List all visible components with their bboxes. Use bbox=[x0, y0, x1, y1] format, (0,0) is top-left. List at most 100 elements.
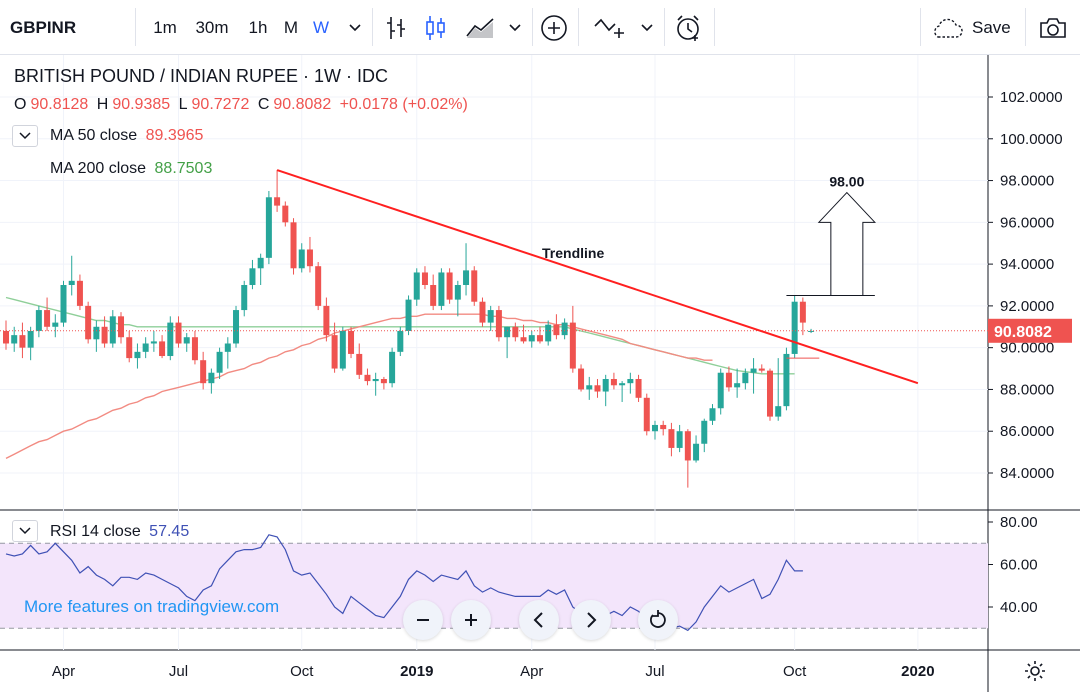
candle-body bbox=[315, 266, 322, 306]
candle bbox=[224, 337, 231, 369]
candle bbox=[175, 316, 182, 348]
candle-body bbox=[364, 374, 371, 382]
collapse-indicators-button[interactable] bbox=[12, 125, 38, 147]
candle bbox=[783, 347, 790, 411]
toolbar-divider bbox=[1025, 8, 1026, 46]
reset-chart-button[interactable] bbox=[638, 600, 678, 640]
interval-1m[interactable]: 1m bbox=[153, 17, 177, 37]
plus-circle-icon[interactable] bbox=[536, 0, 572, 55]
ma200-label: MA 200 close bbox=[50, 160, 147, 177]
candle bbox=[216, 347, 223, 379]
line-tool-icon[interactable] bbox=[588, 0, 632, 55]
watermark-link[interactable]: More features on tradingview.com bbox=[24, 597, 280, 616]
settings-button[interactable] bbox=[1020, 656, 1050, 686]
candle-body bbox=[463, 270, 470, 285]
candle-body bbox=[118, 316, 125, 338]
candle bbox=[520, 324, 527, 344]
chevron-down-icon[interactable] bbox=[502, 0, 528, 55]
candle bbox=[389, 347, 396, 388]
zoom-in-button[interactable] bbox=[451, 600, 491, 640]
interval-30m[interactable]: 30m bbox=[195, 17, 229, 37]
candle bbox=[635, 374, 642, 402]
symbol-search[interactable]: GBPINR bbox=[10, 17, 77, 37]
candle bbox=[339, 326, 346, 371]
candle-body bbox=[241, 285, 248, 311]
candle bbox=[446, 268, 453, 304]
interval-1h[interactable]: 1h bbox=[248, 17, 268, 37]
rsi-legend[interactable]: RSI 14 close 57.45 bbox=[50, 523, 193, 541]
candle-body bbox=[602, 379, 609, 392]
candle-body bbox=[191, 337, 198, 361]
candle bbox=[725, 366, 732, 392]
ma50-legend[interactable]: MA 50 close 89.3965 bbox=[50, 127, 207, 145]
x-tick-label: Oct bbox=[783, 663, 807, 680]
candle-body bbox=[405, 299, 412, 331]
candle bbox=[479, 297, 486, 327]
rsi-band bbox=[0, 543, 988, 629]
candle bbox=[594, 379, 601, 398]
zoom-out-button[interactable] bbox=[403, 600, 443, 640]
chevron-down-icon[interactable] bbox=[342, 0, 368, 55]
candle-body bbox=[643, 397, 650, 432]
candle-body bbox=[93, 326, 100, 340]
candle bbox=[651, 420, 658, 440]
candle-body bbox=[725, 372, 732, 388]
candle-body bbox=[282, 205, 289, 223]
chevron-down-icon[interactable] bbox=[634, 0, 660, 55]
candle bbox=[627, 372, 634, 394]
candle bbox=[315, 262, 322, 311]
candle bbox=[19, 322, 26, 359]
candle bbox=[561, 318, 568, 340]
candle-body bbox=[19, 335, 26, 348]
candle-body bbox=[569, 322, 576, 369]
candle-body bbox=[627, 379, 634, 384]
candle-body bbox=[528, 335, 535, 342]
candle bbox=[282, 201, 289, 227]
y-tick-label: 90.0000 bbox=[1000, 340, 1054, 357]
collapse-rsi-button[interactable] bbox=[12, 520, 38, 542]
candle-body bbox=[348, 330, 355, 354]
candle bbox=[159, 335, 166, 359]
candle-body bbox=[216, 351, 223, 373]
candle-body bbox=[175, 322, 182, 344]
candle bbox=[101, 316, 108, 348]
candle-body bbox=[660, 424, 667, 430]
candle-body bbox=[750, 368, 757, 373]
bar-style-icon[interactable] bbox=[378, 0, 414, 55]
candles-icon[interactable] bbox=[418, 0, 454, 55]
gear-icon bbox=[1025, 661, 1045, 681]
candle-body bbox=[709, 408, 716, 421]
candle bbox=[536, 326, 543, 344]
save-label: Save bbox=[972, 17, 1011, 37]
candle bbox=[586, 376, 593, 400]
candle bbox=[150, 330, 157, 352]
y-tick-label: 94.0000 bbox=[1000, 256, 1054, 273]
area-icon[interactable] bbox=[460, 0, 500, 55]
scroll-right-button[interactable] bbox=[571, 600, 611, 640]
candle-body bbox=[545, 324, 552, 342]
candle bbox=[126, 330, 133, 363]
alarm-icon[interactable] bbox=[668, 0, 708, 55]
save-button[interactable]: Save bbox=[930, 0, 1020, 55]
toolbar-divider bbox=[920, 8, 921, 46]
interval-week[interactable]: W bbox=[312, 17, 330, 37]
interval-month[interactable]: M bbox=[283, 17, 299, 37]
candle bbox=[742, 368, 749, 390]
candle-body bbox=[142, 343, 149, 352]
candle-body bbox=[553, 324, 560, 336]
candle bbox=[76, 274, 83, 311]
cloud-icon bbox=[930, 17, 964, 39]
candle bbox=[709, 404, 716, 425]
candle-body bbox=[693, 443, 700, 461]
camera-icon[interactable] bbox=[1032, 0, 1074, 55]
ma200-legend[interactable]: MA 200 close 88.7503 bbox=[50, 160, 216, 178]
trendline-label: Trendline bbox=[542, 245, 604, 261]
candle-body bbox=[676, 431, 683, 448]
candle-body bbox=[265, 197, 272, 258]
plus-icon bbox=[465, 614, 477, 626]
candle-body bbox=[35, 310, 42, 331]
x-tick-label: Oct bbox=[290, 663, 314, 680]
scroll-left-button[interactable] bbox=[519, 600, 559, 640]
candle-body bbox=[224, 343, 231, 352]
candle-body bbox=[758, 368, 765, 371]
